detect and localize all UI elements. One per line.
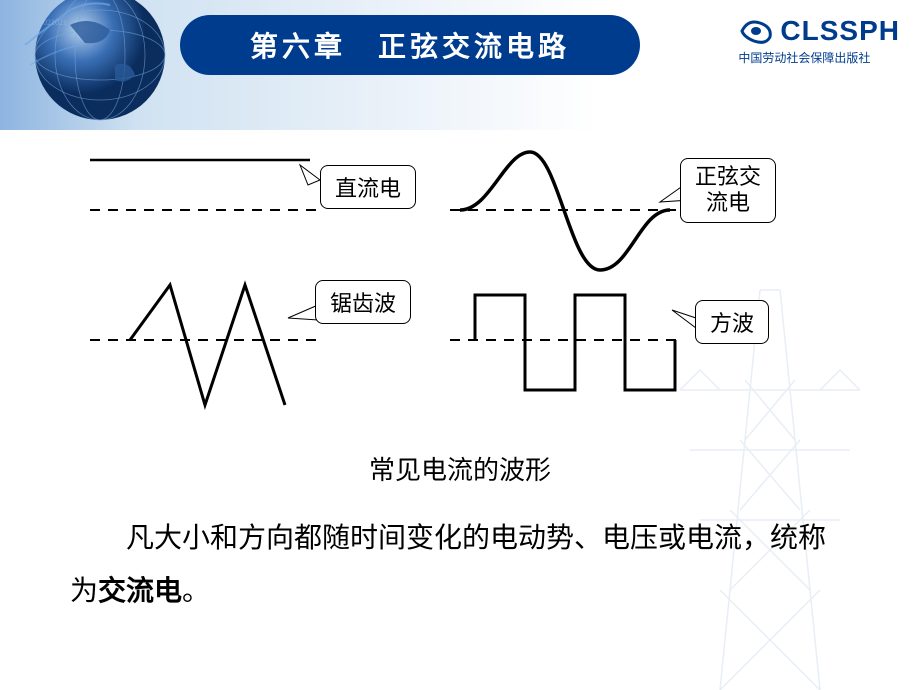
sine-label: 正弦交流电 xyxy=(695,164,761,215)
dc-callout-tail xyxy=(300,165,320,185)
chapter-title: 第六章 正弦交流电路 xyxy=(250,25,570,65)
square-callout-tail xyxy=(672,310,696,328)
logo-subtitle: 中国劳动社会保障出版社 xyxy=(738,49,900,66)
sawtooth-label: 锯齿波 xyxy=(330,291,396,316)
square-wave xyxy=(475,295,675,390)
body-paragraph: 凡大小和方向都随时间变化的电动势、电压或电流，统称为交流电。 xyxy=(60,512,860,618)
globe-icon: 21021021 xyxy=(20,0,180,135)
waveform-diagrams: 直流电 正弦交流电 锯齿波 方波 xyxy=(60,140,860,430)
figure-caption: 常见电流的波形 xyxy=(60,450,860,487)
logo-text: CLSSPH xyxy=(780,15,900,47)
sawtooth-callout: 锯齿波 xyxy=(315,280,411,324)
content-area: 直流电 正弦交流电 锯齿波 方波 常见电流的波形 凡大小和方向都随时间变化的电动… xyxy=(0,110,920,618)
sawtooth-callout-tail xyxy=(288,305,318,320)
svg-text:21021021: 21021021 xyxy=(35,18,67,27)
dc-callout: 直流电 xyxy=(320,165,416,209)
body-bold: 交流电 xyxy=(98,576,182,607)
chapter-title-banner: 第六章 正弦交流电路 xyxy=(180,15,640,75)
square-callout: 方波 xyxy=(695,300,769,344)
sawtooth-wave xyxy=(130,285,285,405)
logo-swirl-icon xyxy=(738,17,774,45)
dc-label: 直流电 xyxy=(335,176,401,201)
publisher-logo: CLSSPH 中国劳动社会保障出版社 xyxy=(738,15,900,66)
body-suffix: 。 xyxy=(182,576,210,607)
square-label: 方波 xyxy=(710,311,754,336)
sine-callout: 正弦交流电 xyxy=(680,158,776,223)
header: 21021021 第六章 正弦交流电路 CLSSPH 中国劳动社会保障出版社 xyxy=(0,0,920,110)
